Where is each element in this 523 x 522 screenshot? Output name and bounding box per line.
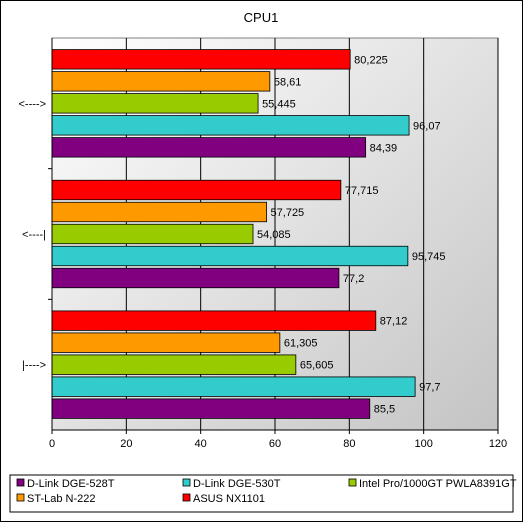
bar (51, 115, 410, 136)
axes: 0 20 40 60 80 100 120 <----> <----| |----> (19, 38, 507, 450)
x-tick-label: 0 (49, 438, 55, 450)
legend-label: ST-Lab N-222 (27, 493, 95, 505)
bar (51, 398, 371, 419)
legend-label: D-Link DGE-530T (193, 478, 281, 490)
x-tick-label: 20 (120, 438, 132, 450)
legend-swatch (182, 478, 191, 487)
bar (51, 332, 281, 353)
data-label: 55,445 (262, 98, 296, 110)
legend-label: ASUS NX1101 (193, 493, 265, 505)
legend-swatch (348, 478, 357, 487)
data-label: 96,07 (413, 120, 441, 132)
data-label: 57,725 (271, 207, 305, 219)
category-label: <----> (19, 98, 47, 110)
bar (51, 93, 259, 114)
legend-label: Intel Pro/1000GT PWLA8391GT (359, 478, 517, 490)
x-tick-label: 60 (269, 438, 281, 450)
category-label: <----| (22, 229, 46, 241)
legend: D-Link DGE-528T D-Link DGE-530T Intel Pro/… (9, 474, 517, 513)
bar (51, 223, 254, 245)
legend-swatch (16, 478, 25, 487)
legend-label: D-Link DGE-528T (27, 478, 115, 490)
bar (51, 354, 297, 375)
category-label: |----> (22, 360, 46, 372)
data-label: 58,61 (274, 76, 302, 88)
data-label: 87,12 (380, 316, 408, 328)
x-tick-label: 40 (195, 438, 207, 450)
data-label: 95,745 (412, 251, 446, 263)
bar (51, 310, 377, 331)
legend-swatch (16, 493, 25, 502)
legend-box (9, 474, 514, 513)
bar (51, 71, 271, 92)
chart-title: CPU1 (244, 10, 279, 25)
bar (51, 137, 367, 158)
data-label: 77,715 (345, 185, 379, 197)
data-label: 61,305 (284, 338, 318, 350)
x-tick-label: 120 (489, 438, 507, 450)
data-label: 65,605 (300, 360, 334, 372)
bars: 80,225 58,61 55,445 96,07 84,39 77,715 57,725 5… (51, 49, 446, 419)
data-label: 80,225 (354, 54, 388, 66)
bar (51, 376, 416, 397)
data-label: 97,7 (419, 382, 440, 394)
bar (51, 49, 351, 70)
bar (51, 179, 342, 201)
x-tick-label: 100 (414, 438, 432, 450)
bar (51, 201, 267, 223)
data-label: 77,2 (343, 273, 364, 285)
data-label: 84,39 (370, 142, 398, 154)
data-label: 54,085 (257, 229, 291, 241)
bar (51, 267, 340, 289)
legend-swatch (182, 493, 191, 502)
bar (51, 245, 409, 267)
x-tick-label: 80 (343, 438, 355, 450)
data-label: 85,5 (374, 404, 395, 416)
